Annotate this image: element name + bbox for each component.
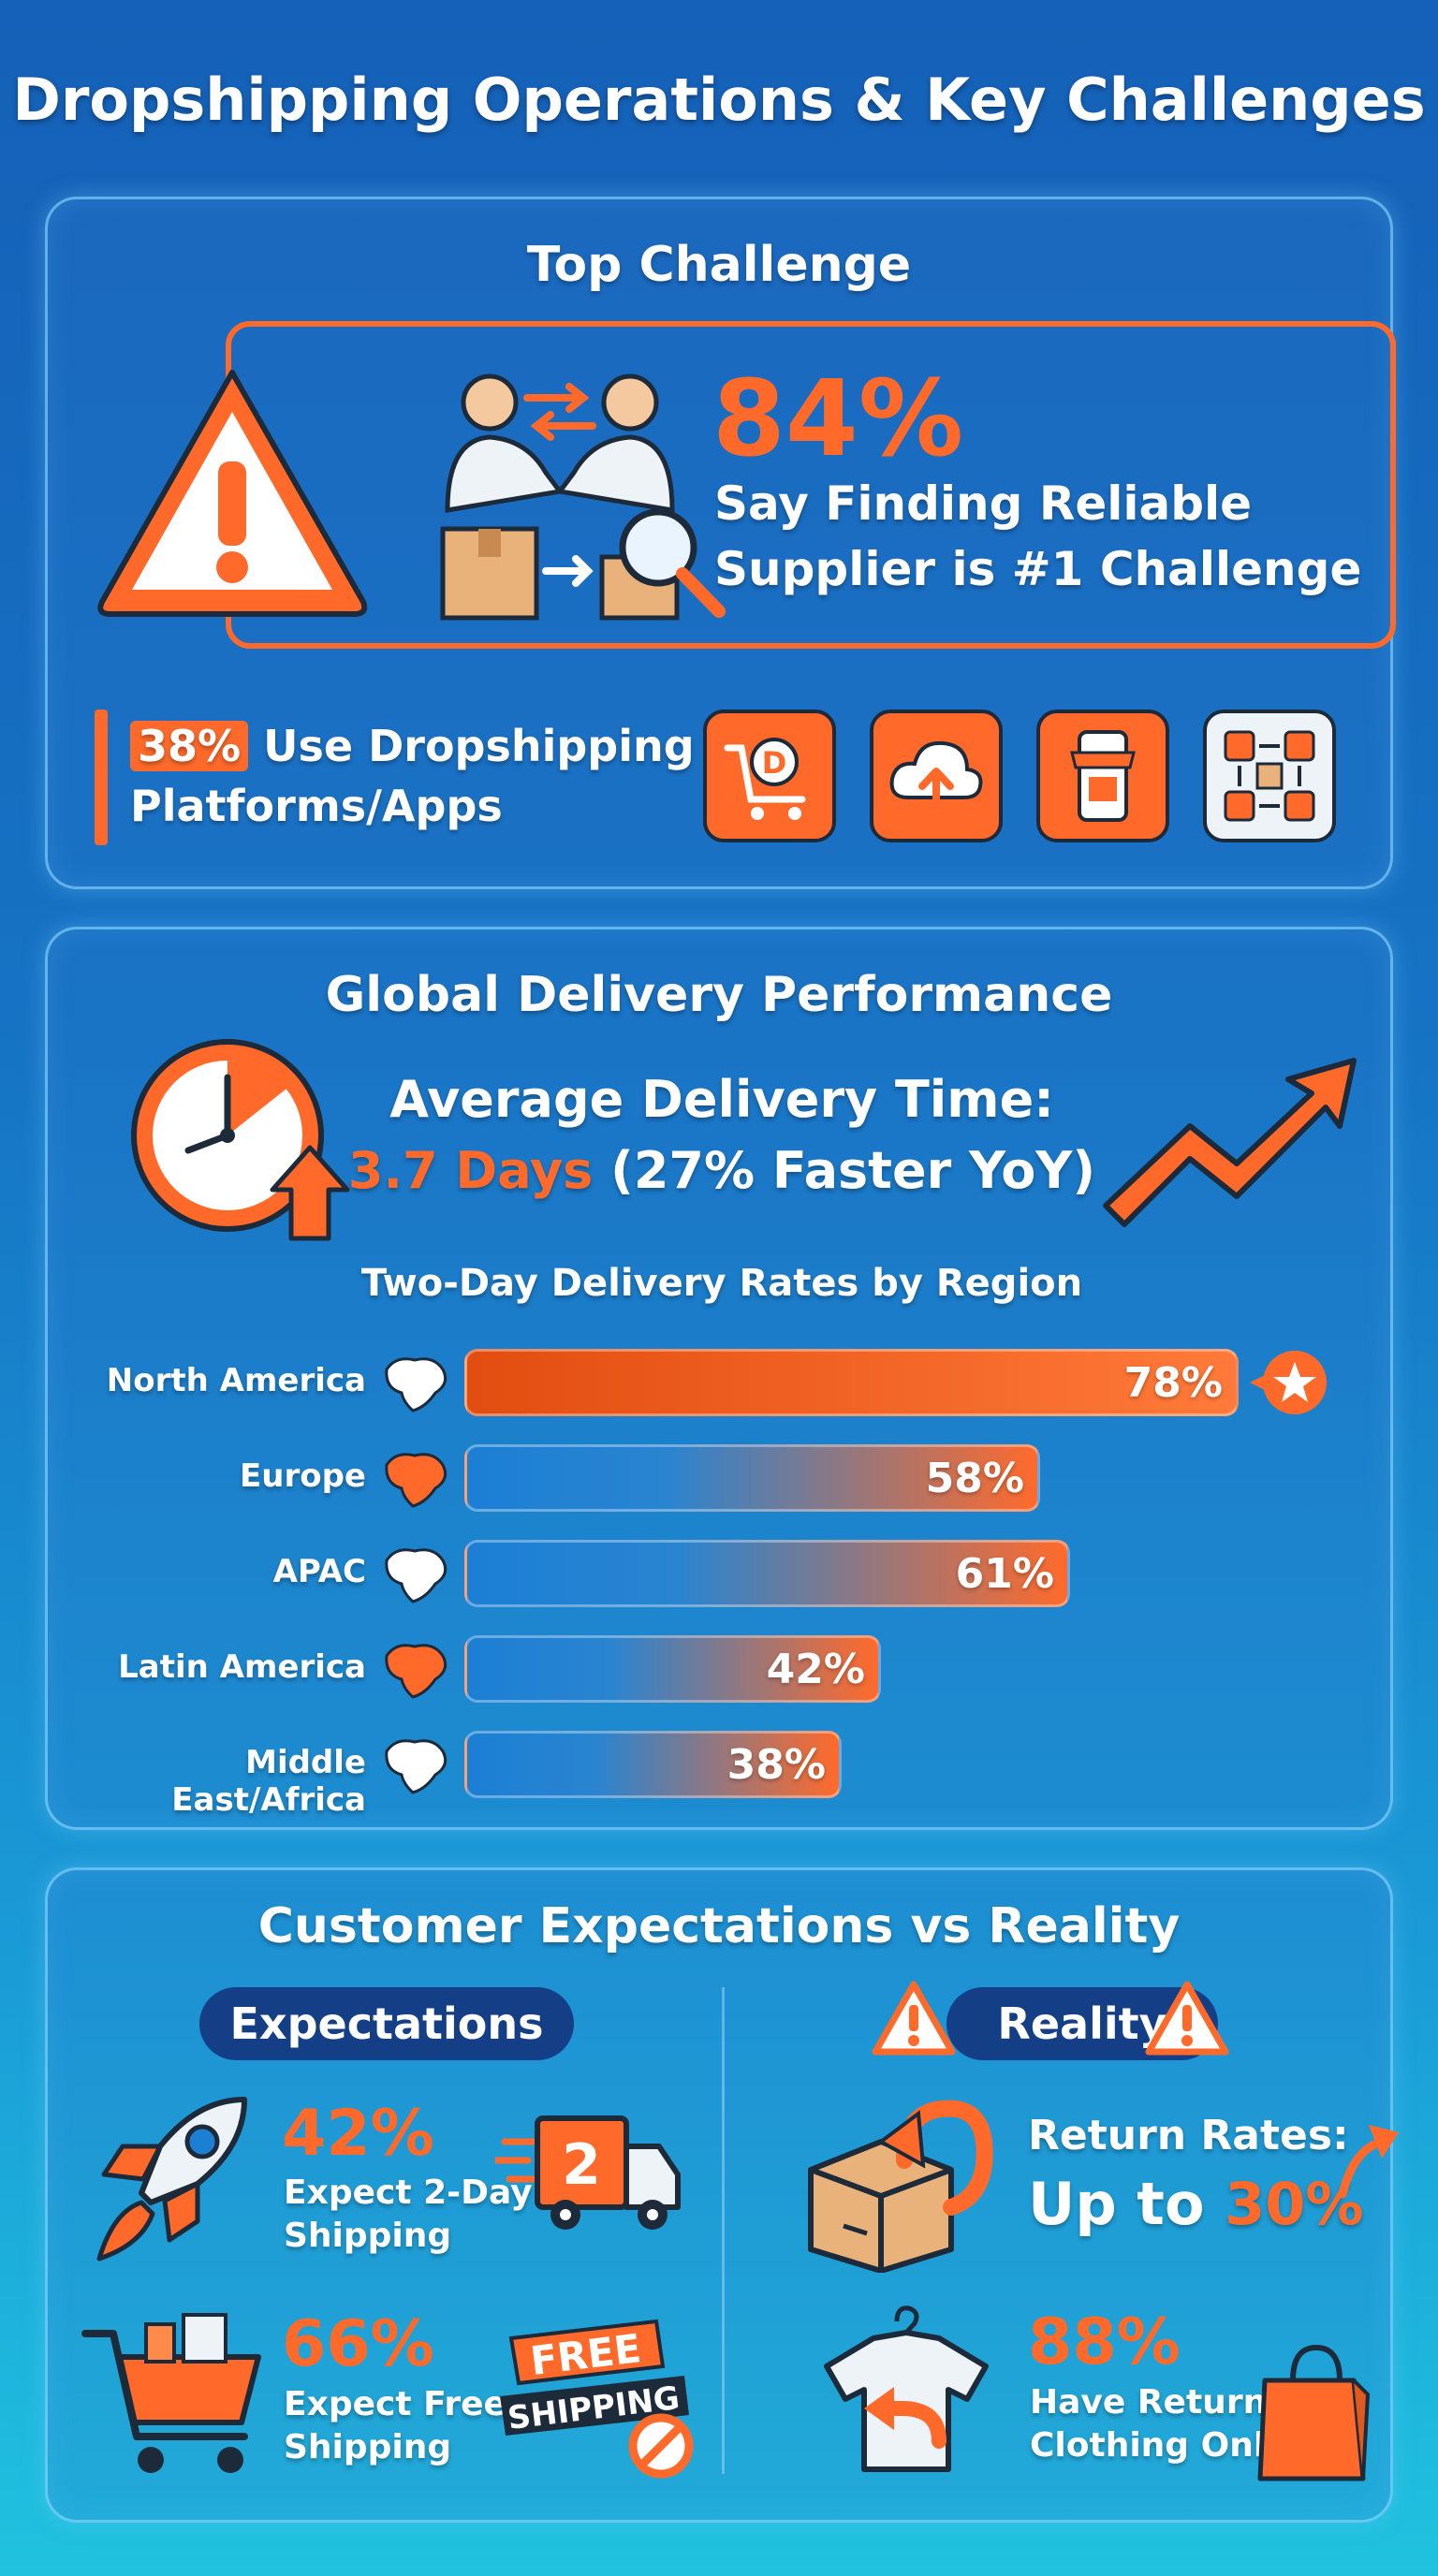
top-challenge-heading: Top Challenge <box>526 237 912 293</box>
region-map-icon-north-america <box>385 1357 448 1412</box>
hero-line-1: Say Finding Reliable <box>714 476 1253 531</box>
return-rates-value: Up to 30% <box>1028 2170 1364 2238</box>
delivery-heading: Global Delivery Performance <box>325 967 1113 1023</box>
expect-2day-line-1: Expect 2-Day <box>284 2174 533 2212</box>
reality-warning-icon-right <box>1145 1981 1229 2056</box>
expect-2day-line-2: Shipping <box>284 2217 452 2255</box>
bar-value-europe: 58% <box>925 1454 1024 1502</box>
handshake-supplier-icon <box>440 373 726 621</box>
region-map-icon-middle-east-africa <box>385 1739 448 1794</box>
region-map-icon-europe <box>385 1453 448 1508</box>
region-label-europe: Europe <box>240 1457 366 1495</box>
delivery-truck-icon: 2 <box>495 2115 681 2230</box>
hero-percent: 84% <box>712 359 964 480</box>
expectations-pill: Expectations <box>199 1987 574 2060</box>
avg-delivery-value-line: 3.7 Days (27% Faster YoY) <box>48 1141 1396 1200</box>
expectations-panel: Customer Expectations vs Reality Expecta… <box>45 1867 1399 2523</box>
page-title: Dropshipping Operations & Key Challenges <box>12 66 1426 134</box>
top-region-star-icon <box>1250 1351 1327 1414</box>
supply-flow-icon <box>1203 710 1336 842</box>
avg-delivery-value: 3.7 Days <box>347 1141 594 1200</box>
avg-delivery-label: Average Delivery Time: <box>389 1070 1054 1129</box>
expect-2day-percent: 42% <box>282 2097 434 2171</box>
cloud-upload-icon <box>870 710 1003 842</box>
bar-value-middle-east-africa: 38% <box>726 1740 826 1789</box>
bar-value-apac: 61% <box>955 1549 1054 1598</box>
platforms-stat: 38% Use Dropshipping Platforms/Apps <box>130 716 695 836</box>
clock-speed-icon <box>131 1039 350 1241</box>
region-label-latin-america: Latin America <box>118 1648 366 1686</box>
region-map-icon-apac <box>385 1548 448 1603</box>
platforms-line-1: Use Dropshipping <box>263 721 695 771</box>
platforms-percent: 38% <box>130 721 249 771</box>
top-challenge-panel: Top Challenge 84% Say Finding Reliable S… <box>45 197 1396 889</box>
trend-up-icon <box>1103 1058 1357 1227</box>
platforms-accent-bar <box>95 710 108 845</box>
bar-europe: 58% <box>464 1444 1040 1512</box>
free-shipping-badge: FREE SHIPPING <box>500 2319 694 2479</box>
delivery-panel: Global Delivery Performance Average Deli… <box>45 927 1393 1830</box>
avg-delivery-note: (27% Faster YoY) <box>610 1141 1096 1200</box>
bar-latin-america: 42% <box>464 1635 881 1703</box>
delivery-chart: North America 78% Europe 58% APAC 61% Latin Am… <box>48 929 1396 1833</box>
truck-number: 2 <box>562 2132 601 2198</box>
expect-free-line-2: Shipping <box>284 2428 452 2466</box>
returned-clothing-percent: 88% <box>1028 2305 1181 2379</box>
expect-free-line-1: Expect Free <box>284 2385 506 2423</box>
rocket-icon <box>96 2097 247 2261</box>
dropshipping-cart-icon: D <box>703 710 836 842</box>
return-box-icon <box>808 2100 993 2273</box>
reality-warning-icon-left <box>872 1981 956 2056</box>
bar-apac: 61% <box>464 1540 1070 1607</box>
region-label-north-america: North America <box>106 1362 366 1399</box>
platforms-line-2: Platforms/Apps <box>130 781 503 831</box>
bar-middle-east-africa: 38% <box>464 1731 842 1798</box>
warning-icon <box>97 370 368 617</box>
mobile-store-icon <box>1036 710 1169 842</box>
hero-line-2: Supplier is #1 Challenge <box>714 542 1362 596</box>
region-label-apac: APAC <box>272 1553 366 1590</box>
expect-free-percent: 66% <box>282 2307 434 2381</box>
expectations-heading: Customer Expectations vs Reality <box>257 1898 1181 1954</box>
tshirt-return-icon <box>824 2305 989 2472</box>
bar-value-latin-america: 42% <box>766 1645 865 1693</box>
return-rates-prefix: Up to <box>1028 2170 1205 2238</box>
column-divider <box>722 1987 725 2474</box>
bar-north-america: 78% <box>464 1349 1239 1416</box>
shopping-cart-icon <box>81 2313 261 2473</box>
region-label-middle-east-africa: Middle East/Africa <box>171 1744 366 1819</box>
bar-value-north-america: 78% <box>1123 1358 1223 1407</box>
shopping-bag-icon <box>1257 2344 1371 2481</box>
return-rates-percent: 30% <box>1225 2170 1364 2238</box>
return-trend-arrow-icon <box>1338 2125 1399 2199</box>
region-map-icon-latin-america <box>385 1644 448 1699</box>
expect-2day-text: Expect 2-Day Shipping <box>284 2172 533 2258</box>
cart-letter: D <box>762 745 787 781</box>
return-rates-label: Return Rates: <box>1028 2112 1349 2159</box>
expect-free-text: Expect Free Shipping <box>284 2383 506 2469</box>
chart-title: Two-Day Delivery Rates by Region <box>360 1262 1083 1305</box>
